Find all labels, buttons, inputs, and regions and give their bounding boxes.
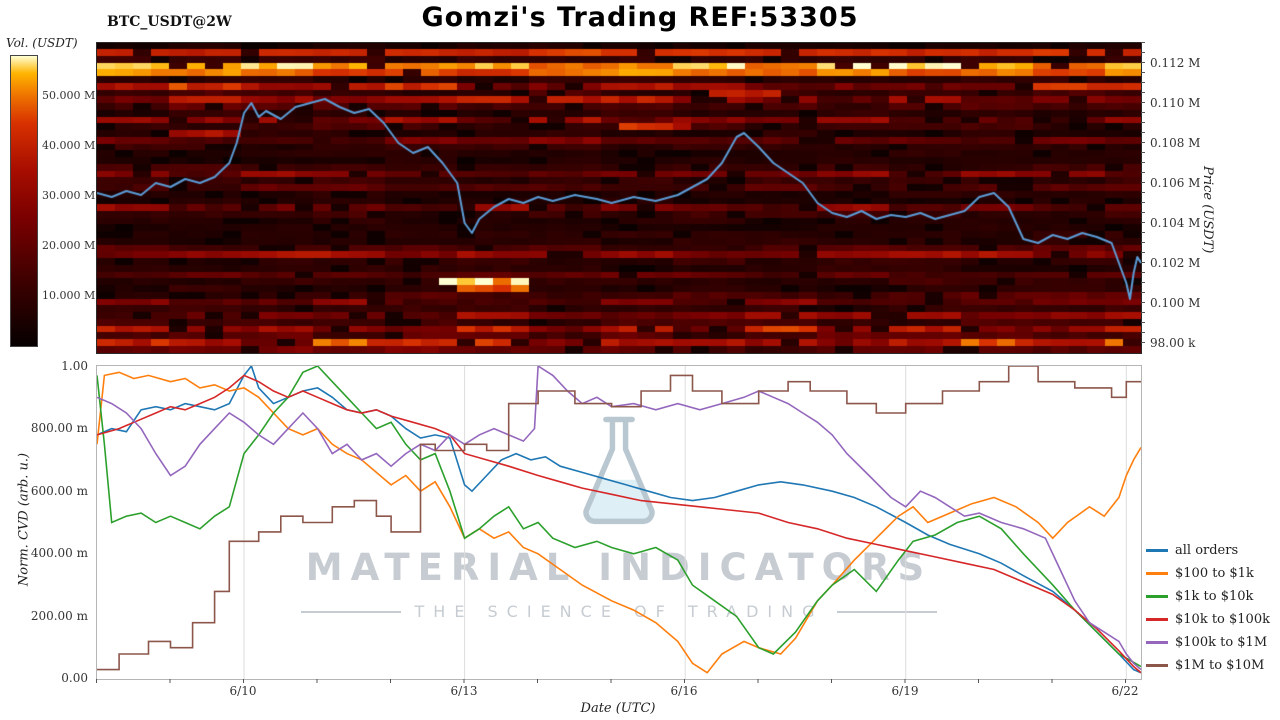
price-tick: 0.112 M [1150, 56, 1201, 70]
cvd-y-tick: 1.00 [61, 359, 88, 373]
legend-item-1m-10m[interactable]: $1M to $10M [1146, 658, 1270, 673]
legend-label: $100 to $1k [1175, 566, 1254, 581]
volume-heatmap[interactable] [96, 42, 1142, 354]
legend-label: all orders [1175, 543, 1239, 558]
legend-swatch [1146, 664, 1168, 667]
colorbar-label: Vol. (USDT) [6, 36, 78, 50]
price-minor-ticks [1141, 42, 1145, 352]
date-minor-ticks [96, 679, 1140, 683]
price-tick: 0.104 M [1150, 216, 1201, 230]
cvd-y-tick: 200.00 m [30, 609, 88, 623]
price-tick: 0.108 M [1150, 136, 1201, 150]
legend-swatch [1146, 618, 1168, 621]
date-tick: 6/22 [1111, 684, 1139, 698]
cvd-y-tick: 0.00 [61, 671, 88, 685]
cvd-y-tick: 600.00 m [30, 484, 88, 498]
price-tick: 0.100 M [1150, 296, 1201, 310]
cvd-y-axis-title: Norm. CVD (arb. u.) [16, 452, 32, 587]
price-tick: 0.102 M [1150, 256, 1201, 270]
page-title: Gomzi's Trading REF:53305 [421, 2, 859, 33]
volume-colorbar [10, 55, 38, 347]
legend-label: $1M to $10M [1175, 658, 1265, 673]
legend-label: $1k to $10k [1175, 589, 1254, 604]
date-tick: 6/19 [891, 684, 919, 698]
colorbar-tick: 20.000 M [42, 239, 96, 252]
legend-item-10k-100k[interactable]: $10k to $100k [1146, 612, 1270, 627]
date-tick: 6/10 [229, 684, 257, 698]
price-tick: 0.110 M [1150, 96, 1201, 110]
price-axis-title: Price (USDT) [1200, 166, 1215, 254]
cvd-plot[interactable] [97, 366, 1141, 679]
colorbar-tick: 40.000 M [42, 139, 96, 152]
price-tick: 0.106 M [1150, 176, 1201, 190]
legend-swatch [1146, 595, 1168, 598]
x-axis-title: Date (UTC) [580, 701, 656, 716]
legend-swatch [1146, 572, 1168, 575]
legend-item-1k-10k[interactable]: $1k to $10k [1146, 589, 1270, 604]
cvd-y-tick: 800.00 m [30, 421, 88, 435]
date-tick: 6/13 [450, 684, 478, 698]
colorbar-tick: 10.000 M [42, 289, 96, 302]
legend-label: $10k to $100k [1175, 612, 1270, 627]
date-tick: 6/16 [670, 684, 698, 698]
legend-swatch [1146, 549, 1168, 552]
legend-swatch [1146, 641, 1168, 644]
symbol-label: BTC_USDT@2W [107, 14, 232, 30]
heatmap-canvas[interactable] [97, 43, 1141, 353]
colorbar-tick: 30.000 M [42, 189, 96, 202]
legend-item-100k-1m[interactable]: $100k to $1M [1146, 635, 1270, 650]
legend: all orders $100 to $1k $1k to $10k $10k … [1146, 543, 1270, 673]
cvd-y-tick: 400.00 m [30, 546, 88, 560]
colorbar-tick: 50.000 M [42, 89, 96, 102]
cvd-chart[interactable]: MATERIAL INDICATORS THE SCIENCE OF TRADI… [96, 365, 1142, 680]
price-tick: 98.00 k [1150, 336, 1196, 350]
legend-label: $100k to $1M [1175, 635, 1268, 650]
legend-item-100-1k[interactable]: $100 to $1k [1146, 566, 1270, 581]
legend-item-all-orders[interactable]: all orders [1146, 543, 1270, 558]
